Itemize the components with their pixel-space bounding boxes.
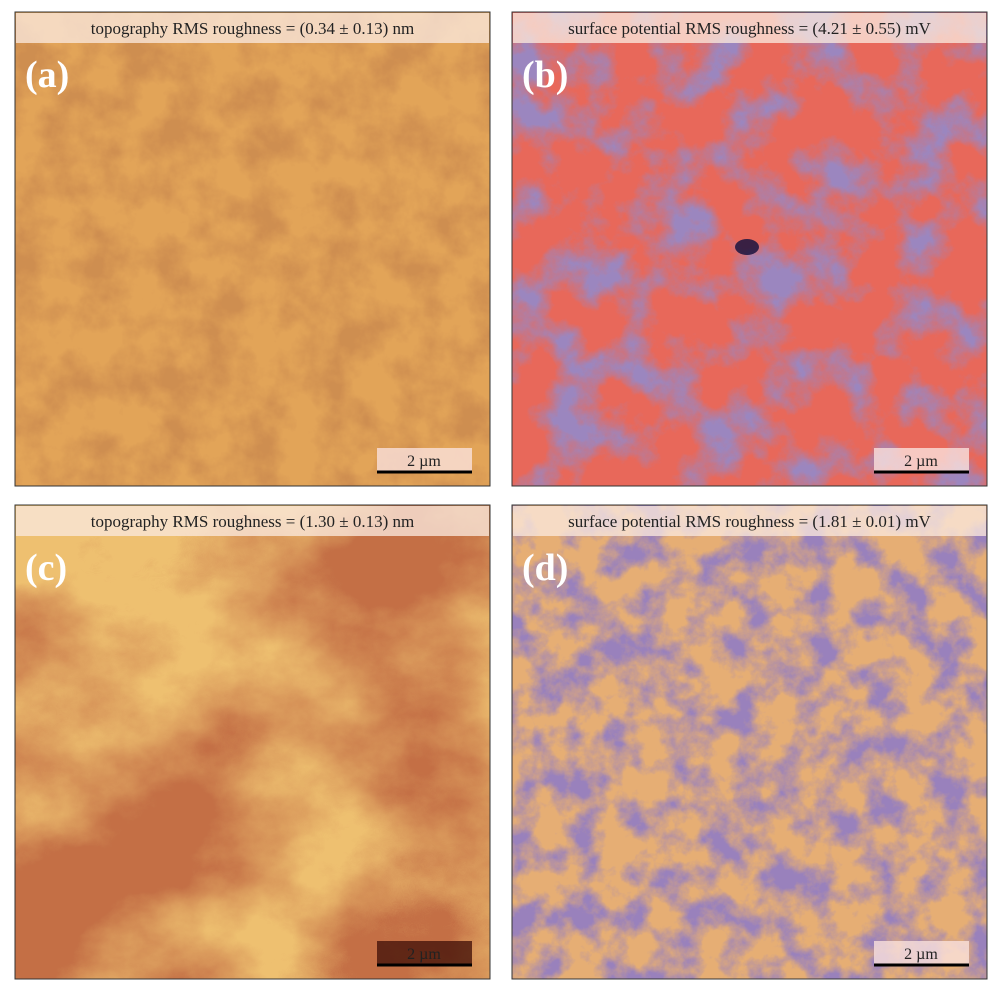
scale-bar-label: 2 µm	[407, 453, 441, 470]
scale-bar-box	[874, 941, 969, 965]
scale-bar-box	[377, 448, 472, 472]
border	[14, 11, 491, 487]
image-texture	[512, 505, 987, 979]
border	[511, 11, 988, 487]
scale-bar-label: 2 µm	[904, 453, 938, 470]
panel-title: topography RMS roughness = (1.30 ± 0.13)…	[91, 512, 415, 531]
panel-label: (b)	[522, 54, 568, 96]
border	[511, 504, 988, 980]
panel-title: topography RMS roughness = (0.34 ± 0.13)…	[91, 19, 415, 38]
panel-label: (c)	[25, 547, 67, 589]
panels: topography RMS roughness = (0.34 ± 0.13)…	[14, 11, 988, 980]
scale-bar-label: 2 µm	[407, 946, 441, 963]
title-bar	[513, 506, 986, 536]
scale-bar-label: 2 µm	[904, 946, 938, 963]
scale-bar-box	[377, 941, 472, 965]
title-bar	[513, 13, 986, 43]
panel: surface potential RMS roughness = (1.81 …	[511, 504, 988, 980]
panel-title: surface potential RMS roughness = (1.81 …	[568, 512, 931, 531]
image-texture	[15, 12, 490, 486]
scale-bar-box	[874, 448, 969, 472]
image-texture	[15, 505, 490, 979]
panel: topography RMS roughness = (1.30 ± 0.13)…	[14, 504, 491, 980]
border	[14, 504, 491, 980]
title-bar	[16, 13, 489, 43]
panel: topography RMS roughness = (0.34 ± 0.13)…	[14, 11, 491, 487]
panel: surface potential RMS roughness = (4.21 …	[511, 11, 988, 487]
panel-title: surface potential RMS roughness = (4.21 …	[568, 19, 931, 38]
title-bar	[16, 506, 489, 536]
panel-label: (a)	[25, 54, 69, 96]
dark-spot	[735, 239, 759, 255]
panel-label: (d)	[522, 547, 568, 589]
